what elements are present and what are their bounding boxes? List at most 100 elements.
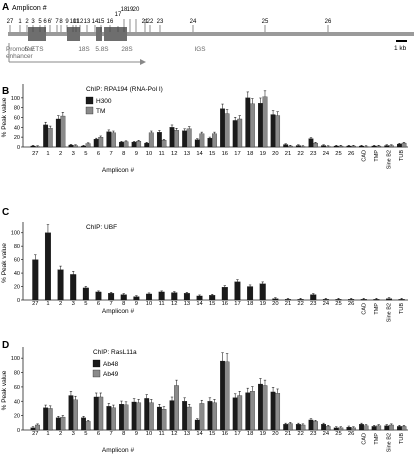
x-tick-label: 11	[159, 301, 165, 307]
gene-block-2	[96, 27, 102, 41]
bar	[262, 96, 268, 148]
bar	[333, 427, 339, 431]
bar	[161, 409, 167, 431]
region-label: 18S	[78, 46, 89, 53]
x-tick-label: 3	[72, 301, 75, 307]
bar	[98, 137, 104, 148]
bar	[55, 417, 61, 431]
bar	[247, 286, 254, 301]
bar	[85, 421, 91, 431]
bar	[224, 113, 230, 148]
x-tick-label: 6	[97, 301, 100, 307]
bar	[249, 391, 255, 431]
bar	[272, 298, 279, 301]
amplicon-tick-label: 24	[190, 19, 197, 25]
bar	[136, 140, 142, 148]
amplicon-tick-label: 25	[262, 19, 269, 25]
x-tick-label: 2	[59, 301, 62, 307]
bar	[182, 130, 188, 148]
x-tick-label: 2	[59, 431, 62, 437]
bar	[295, 424, 301, 431]
bar	[384, 145, 390, 148]
x-tick-label: 15	[209, 301, 215, 307]
x-tick-label: 15	[209, 151, 215, 157]
bar	[106, 131, 112, 148]
bar	[57, 269, 64, 301]
region-label: 28S	[121, 46, 132, 53]
x-tick-label: 26	[348, 151, 354, 157]
x-tick-label: 22	[297, 431, 303, 437]
x-tick-label: Sine B2	[387, 150, 393, 169]
x-tick-label: 24	[323, 301, 330, 307]
x-tick-label: 20	[272, 151, 278, 157]
bar	[359, 424, 364, 431]
bar	[43, 407, 49, 431]
x-tick-label: TMP	[374, 303, 380, 315]
x-tick-label: 10	[146, 151, 152, 157]
x-axis-title: Amplicon #	[102, 308, 135, 315]
x-tick-label: TMP	[374, 150, 380, 162]
x-tick-label: 7	[109, 151, 112, 157]
x-tick-label: 5	[84, 431, 87, 437]
amplicon-tick-label: 13	[84, 19, 91, 25]
bar	[258, 383, 263, 431]
bar	[82, 287, 89, 301]
x-tick-label: TUB	[399, 433, 405, 444]
bar	[110, 132, 116, 148]
bar	[73, 145, 78, 148]
x-tick-label: 16	[222, 301, 228, 307]
y-tick-label: 0	[17, 428, 20, 434]
x-tick-label: 11	[159, 151, 165, 157]
x-axis-title: Amplicon #	[102, 447, 135, 454]
bar	[144, 142, 150, 148]
bar	[308, 419, 314, 431]
bar	[376, 425, 382, 431]
x-tick-label: 8	[122, 301, 125, 307]
x-tick-label: 9	[135, 151, 138, 157]
bar	[348, 299, 355, 301]
bar	[207, 401, 213, 431]
y-tick-label: 40	[14, 399, 20, 405]
y-tick-label: 100	[11, 356, 20, 362]
x-tick-label: 8	[122, 431, 125, 437]
bar	[363, 425, 369, 431]
bar	[169, 127, 175, 148]
x-tick-label: 13	[184, 151, 190, 157]
x-tick-label: 14	[196, 151, 203, 157]
bar	[95, 291, 102, 301]
x-tick-label: 27	[32, 301, 38, 307]
bar	[346, 145, 352, 148]
amplicon-tick-label: 11	[73, 19, 80, 25]
bar	[119, 404, 124, 431]
bar	[232, 397, 238, 431]
y-tick-label: 20	[14, 414, 20, 420]
chart-title: ChIP: UBF	[86, 224, 117, 231]
bar	[186, 406, 192, 431]
y-tick-label: 60	[14, 385, 20, 391]
bar	[70, 274, 77, 301]
amplicon-tick-label: 21	[142, 19, 149, 25]
x-tick-label: 3	[72, 151, 75, 157]
x-tick-label: 24	[323, 151, 330, 157]
bar	[295, 145, 301, 148]
bar	[346, 427, 352, 431]
x-tick-label: 23	[310, 151, 316, 157]
bar	[397, 143, 402, 148]
legend-label: Ab49	[103, 371, 119, 378]
bar	[174, 130, 179, 148]
x-tick-label: 20	[272, 431, 278, 437]
legend-swatch	[85, 106, 94, 115]
x-tick-label: 8	[122, 151, 125, 157]
x-tick-label: 6	[97, 431, 100, 437]
bar	[259, 283, 266, 301]
region-label: 5' ETS	[25, 46, 44, 53]
bar	[156, 132, 162, 148]
gene-block-1	[67, 27, 80, 41]
bar	[148, 132, 154, 148]
amplicon-tick-label: 17	[115, 12, 122, 18]
bar	[161, 139, 167, 148]
amplicon-tick-label: 2	[25, 19, 29, 25]
scale-bar-label: 1 kb	[394, 45, 407, 52]
